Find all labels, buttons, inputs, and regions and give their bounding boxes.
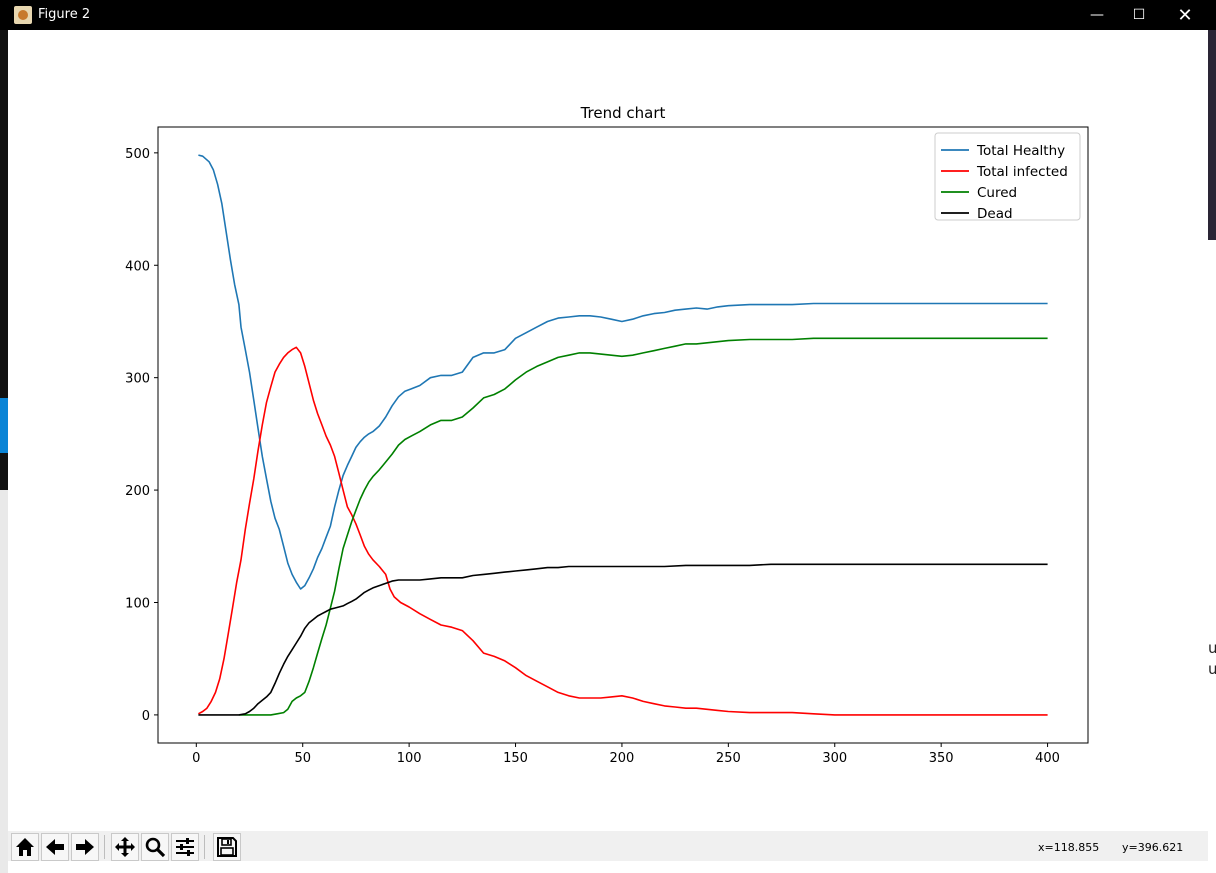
desktop-grey-panel [0, 490, 8, 873]
x-tick-label: 50 [294, 751, 311, 766]
x-tick-label: 200 [610, 751, 635, 766]
x-tick-label: 250 [716, 751, 741, 766]
series-line-3 [198, 563, 1048, 716]
y-tick-label: 400 [125, 259, 150, 274]
chart-title: Trend chart [580, 104, 666, 122]
legend-label: Dead [977, 206, 1013, 222]
save-button[interactable] [213, 833, 241, 861]
matplotlib-app-icon [14, 6, 32, 24]
zoom-button[interactable] [141, 833, 169, 861]
home-button[interactable] [11, 833, 39, 861]
toolbar-separator [104, 835, 105, 859]
arrow-left-icon [46, 839, 64, 855]
y-tick-label: 500 [125, 147, 150, 162]
move-icon [115, 837, 135, 857]
toolbar-separator [204, 835, 205, 859]
x-tick-label: 400 [1035, 751, 1060, 766]
y-tick-label: 100 [125, 596, 150, 611]
minimize-button[interactable]: — [1090, 7, 1104, 23]
configure-subplots-button[interactable] [171, 833, 199, 861]
maximize-button[interactable]: ☐ [1132, 7, 1146, 23]
desktop-right-panel: u u [1208, 240, 1216, 873]
window-title: Figure 2 [38, 7, 91, 22]
desktop-left-strip [0, 30, 8, 873]
arrow-right-icon [76, 839, 94, 855]
x-tick-label: 150 [503, 751, 528, 766]
desktop-blue-bar [0, 398, 8, 453]
window-title-bar[interactable]: Figure 2 — ☐ ✕ [0, 0, 1216, 30]
figure-canvas[interactable]: Trend chart 0 50 100 150 200 250 300 350 400 0 100 2… [8, 30, 1208, 831]
y-tick-label: 0 [142, 709, 150, 724]
legend-box [934, 132, 1081, 221]
x-tick-label: 0 [192, 751, 200, 766]
cursor-y-readout: y=396.621 [1122, 841, 1184, 854]
desktop-right-strip: u u [1208, 30, 1216, 873]
pan-button[interactable] [111, 833, 139, 861]
legend-label: Total infected [976, 164, 1068, 180]
floppy-disk-icon [217, 837, 237, 857]
back-button[interactable] [41, 833, 69, 861]
x-tick-label: 100 [397, 751, 422, 766]
legend-label: Cured [977, 185, 1017, 201]
home-icon [16, 838, 34, 856]
desktop-right-text: u u [1208, 639, 1216, 678]
y-tick-label: 200 [125, 484, 150, 499]
navigation-toolbar: x=118.855 y=396.621 [8, 831, 1208, 861]
trend-chart[interactable]: Trend chart 0 50 100 150 200 250 300 350 400 0 100 2… [8, 30, 1208, 831]
series-line-1 [198, 346, 1048, 716]
desktop-bottom-strip [8, 861, 1208, 873]
x-tick-label: 350 [929, 751, 954, 766]
plot-frame [157, 126, 1089, 744]
forward-button[interactable] [71, 833, 99, 861]
series-line-2 [238, 337, 1048, 716]
x-tick-label: 300 [822, 751, 847, 766]
zoom-icon [145, 837, 166, 858]
cursor-x-readout: x=118.855 [1038, 841, 1100, 854]
sliders-icon [176, 838, 194, 856]
legend-label: Total Healthy [976, 143, 1065, 159]
series-line-0 [198, 154, 1048, 590]
y-tick-label: 300 [125, 372, 150, 387]
close-button[interactable]: ✕ [1177, 4, 1193, 26]
